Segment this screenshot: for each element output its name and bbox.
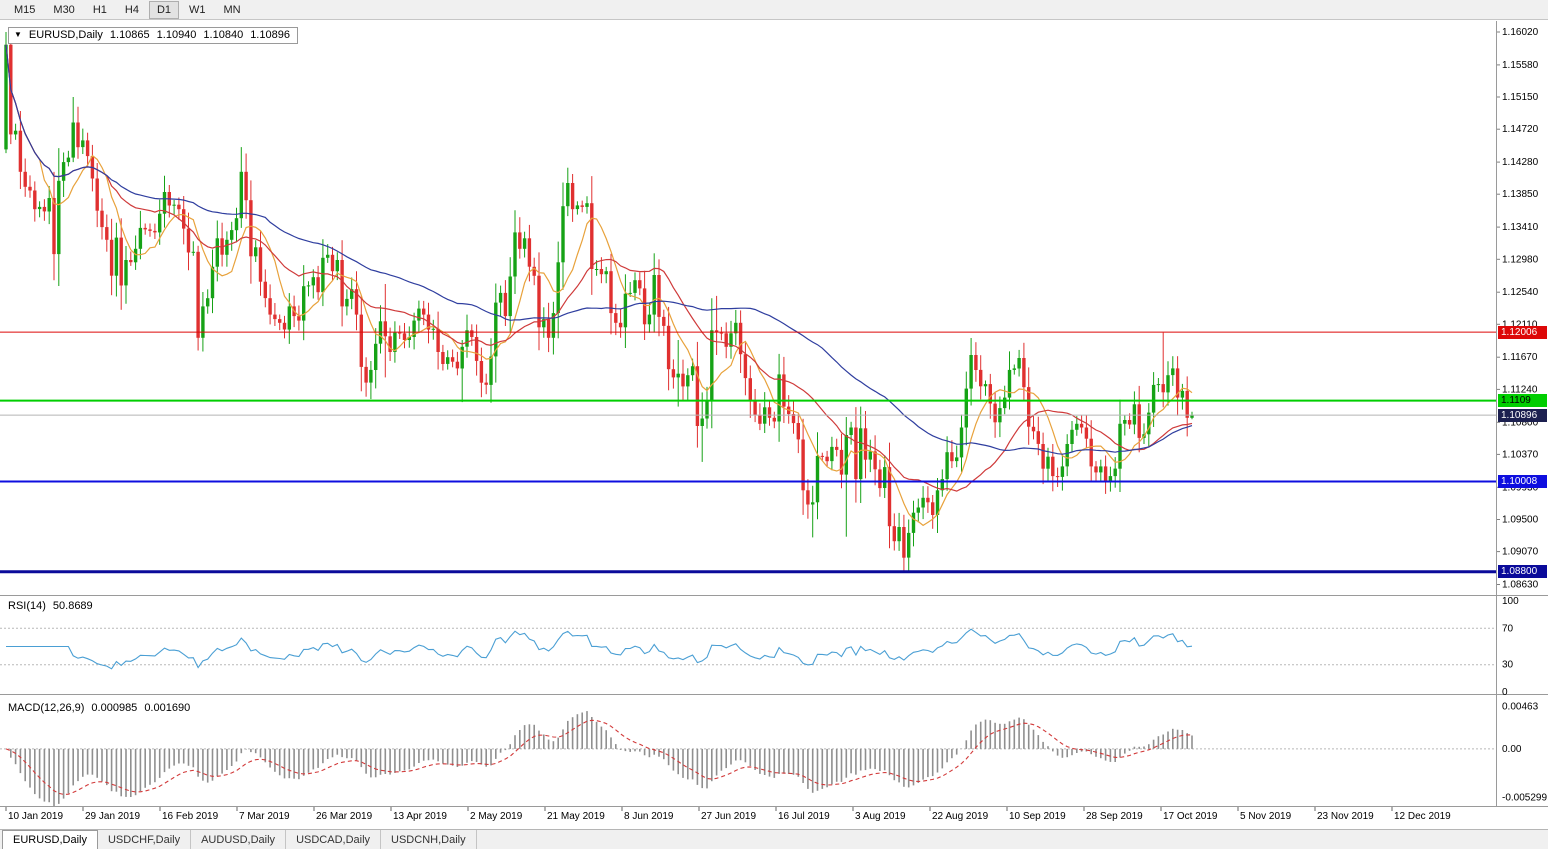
candles	[4, 32, 1194, 573]
svg-text:100: 100	[1502, 596, 1519, 607]
timeframe-button-h1[interactable]: H1	[92, 3, 107, 16]
svg-text:1.12540: 1.12540	[1502, 287, 1539, 298]
svg-text:1.12980: 1.12980	[1502, 254, 1539, 265]
svg-text:26 Mar 2019: 26 Mar 2019	[316, 811, 373, 822]
svg-text:1.13850: 1.13850	[1502, 189, 1539, 200]
svg-text:1.09930: 1.09930	[1502, 482, 1539, 493]
ma-22-line	[5, 44, 1193, 492]
svg-text:0.00: 0.00	[1502, 744, 1522, 755]
svg-text:7 Mar 2019: 7 Mar 2019	[239, 811, 290, 822]
timeframe-button-h4[interactable]: H4	[124, 3, 139, 16]
svg-text:28 Sep 2019: 28 Sep 2019	[1086, 811, 1143, 822]
svg-text:3 Aug 2019: 3 Aug 2019	[855, 811, 906, 822]
ma-8-line	[5, 44, 1193, 527]
svg-text:1.10370: 1.10370	[1502, 449, 1539, 460]
indicator-guide-lines	[0, 627, 1496, 750]
svg-text:2 May 2019: 2 May 2019	[470, 811, 523, 822]
ma-55-line	[5, 44, 1193, 455]
symbol-tab-eurusd[interactable]: EURUSD,Daily	[2, 830, 98, 849]
horizontal-level-lines[interactable]	[0, 331, 1496, 574]
svg-text:16 Feb 2019: 16 Feb 2019	[162, 811, 219, 822]
svg-text:8 Jun 2019: 8 Jun 2019	[624, 811, 674, 822]
svg-text:30: 30	[1502, 660, 1514, 671]
timeframe-button-m30[interactable]: M30	[53, 3, 75, 16]
macd-histogram	[10, 711, 1193, 806]
timeframe-button-m15[interactable]: M15	[14, 3, 36, 16]
svg-text:5 Nov 2019: 5 Nov 2019	[1240, 811, 1292, 822]
moving-average-lines	[5, 44, 1193, 527]
svg-text:1.16020: 1.16020	[1502, 27, 1539, 38]
svg-text:12 Dec 2019: 12 Dec 2019	[1394, 811, 1451, 822]
svg-text:1.12110: 1.12110	[1502, 319, 1538, 330]
symbol-tab-audusd[interactable]: AUDUSD,Daily	[191, 830, 287, 849]
macd-signal-line	[5, 719, 1193, 795]
svg-text:10 Jan 2019: 10 Jan 2019	[8, 811, 63, 822]
svg-text:21 May 2019: 21 May 2019	[547, 811, 605, 822]
timeframe-toolbar: M15 M30 H1 H4 D1 W1 MN	[0, 0, 1548, 20]
date-axis-labels: 10 Jan 2019 29 Jan 2019 16 Feb 2019 7 Mar 2…	[5, 807, 1451, 822]
symbol-tab-usdcnh[interactable]: USDCNH,Daily	[381, 830, 477, 849]
pane-separators	[0, 21, 1548, 807]
symbol-tab-usdchf[interactable]: USDCHF,Daily	[98, 830, 192, 849]
svg-text:1.15580: 1.15580	[1502, 60, 1539, 71]
svg-text:1.15150: 1.15150	[1502, 92, 1539, 103]
svg-text:1.10800: 1.10800	[1502, 417, 1539, 428]
svg-text:1.14720: 1.14720	[1502, 124, 1539, 135]
timeframe-button-mn[interactable]: MN	[223, 3, 241, 16]
svg-text:0: 0	[1502, 687, 1508, 698]
chart-canvas[interactable]: 1.16020 1.15580 1.15150 1.14720 1.14280 1.138…	[0, 0, 1548, 829]
svg-text:13 Apr 2019: 13 Apr 2019	[393, 811, 447, 822]
svg-text:1.09500: 1.09500	[1502, 515, 1539, 526]
svg-text:17 Oct 2019: 17 Oct 2019	[1163, 811, 1218, 822]
rsi-line	[6, 628, 1193, 670]
svg-text:29 Jan 2019: 29 Jan 2019	[85, 811, 140, 822]
symbol-tab-usdcad[interactable]: USDCAD,Daily	[286, 830, 382, 849]
svg-text:1.13410: 1.13410	[1502, 222, 1539, 233]
svg-text:22 Aug 2019: 22 Aug 2019	[932, 811, 989, 822]
svg-text:1.09070: 1.09070	[1502, 547, 1539, 558]
timeframe-button-d1[interactable]: D1	[148, 0, 179, 19]
price-axis-labels: 1.16020 1.15580 1.15150 1.14720 1.14280 1.138…	[1497, 27, 1547, 804]
svg-text:10 Sep 2019: 10 Sep 2019	[1009, 811, 1066, 822]
svg-text:1.11240: 1.11240	[1502, 384, 1538, 395]
svg-text:27 Jun 2019: 27 Jun 2019	[701, 811, 756, 822]
svg-text:-0.005299: -0.005299	[1502, 793, 1547, 804]
svg-text:23 Nov 2019: 23 Nov 2019	[1317, 811, 1374, 822]
svg-text:70: 70	[1502, 623, 1514, 634]
svg-text:16 Jul 2019: 16 Jul 2019	[778, 811, 830, 822]
svg-text:1.14280: 1.14280	[1502, 157, 1539, 168]
svg-text:0.00463: 0.00463	[1502, 701, 1539, 712]
svg-text:1.08630: 1.08630	[1502, 580, 1539, 591]
symbol-tab-bar: EURUSD,Daily USDCHF,Daily AUDUSD,Daily USDC…	[0, 829, 1548, 849]
timeframe-button-w1[interactable]: W1	[189, 3, 206, 16]
svg-text:1.11670: 1.11670	[1502, 352, 1538, 363]
